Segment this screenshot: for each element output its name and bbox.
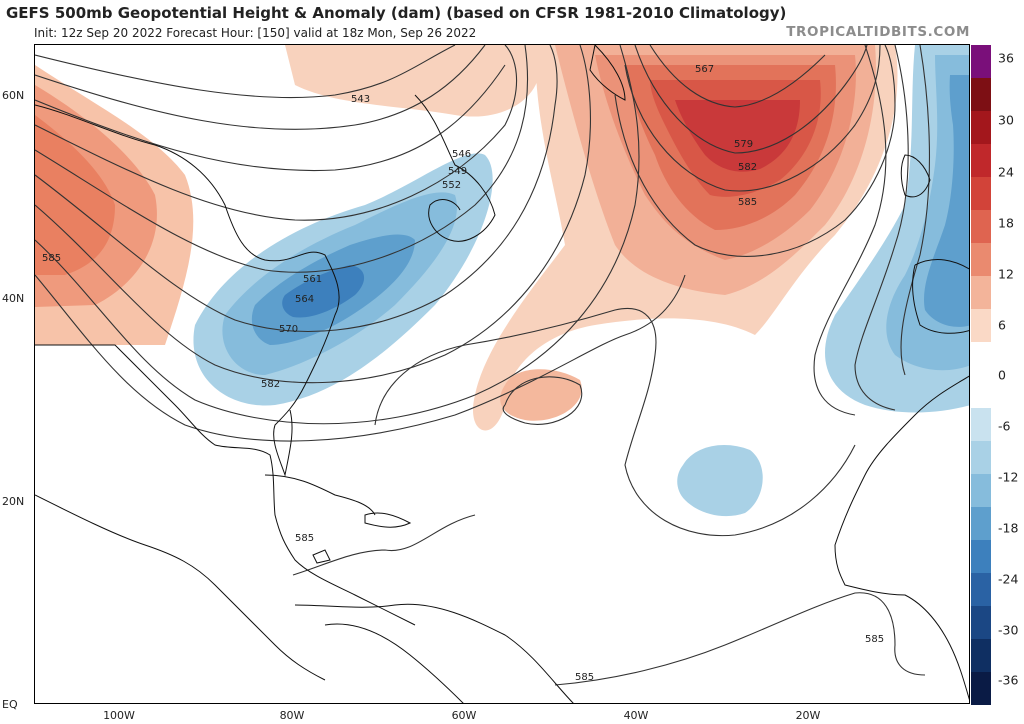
lat-label-60n: 60N [2, 89, 25, 102]
colorbar-segment [971, 507, 991, 540]
contour-label: 561 [303, 274, 322, 285]
contour-label: 585 [865, 634, 884, 645]
lat-label-eq: EQ [2, 698, 18, 711]
colorbar-label: -36 [998, 672, 1019, 688]
colorbar-label: -24 [998, 571, 1019, 587]
colorbar-label: 6 [998, 317, 1006, 333]
colorbar-segment [971, 210, 991, 243]
colorbar-segment [971, 375, 991, 408]
lon-label-20w: 20W [795, 709, 821, 722]
contour-label: 585 [295, 533, 314, 544]
contour-label: 564 [295, 294, 314, 305]
negative-anomaly-shading [193, 45, 969, 517]
contour-label: 567 [695, 64, 714, 75]
map-canvas: 543 546 549 552 561 564 570 582 585 567 … [35, 45, 969, 703]
lon-label-80w: 80W [279, 709, 305, 722]
contour-labels: 543 546 549 552 561 564 570 582 585 567 … [42, 64, 884, 683]
colorbar-segment [971, 177, 991, 210]
colorbar-label: 30 [998, 112, 1014, 128]
colorbar-segment [971, 639, 991, 672]
colorbar-segment [971, 441, 991, 474]
map-title: GEFS 500mb Geopotential Height & Anomaly… [6, 4, 787, 22]
contour-label: 543 [351, 94, 370, 105]
lon-label-100w: 100W [103, 709, 135, 722]
colorbar-segment [971, 408, 991, 441]
lat-label-20n: 20N [2, 495, 25, 508]
contour-label: 585 [575, 672, 594, 683]
lon-label-60w: 60W [451, 709, 477, 722]
colorbar-segment [971, 573, 991, 606]
contour-label: 552 [442, 180, 461, 191]
colorbar-label: -18 [998, 520, 1019, 536]
colorbar-segment [971, 309, 991, 342]
colorbar-segment [971, 144, 991, 177]
contour-label: 585 [738, 197, 757, 208]
colorbar-label: 12 [998, 266, 1014, 282]
colorbar-segment [971, 276, 991, 309]
contour-label: 582 [738, 162, 757, 173]
brand-watermark: TROPICALTIDBITS.COM [786, 24, 970, 40]
contour-label: 579 [734, 139, 753, 150]
height-contours [35, 45, 931, 686]
colorbar-label: 0 [998, 367, 1006, 383]
colorbar-label: -30 [998, 622, 1019, 638]
contour-label: 549 [448, 166, 467, 177]
colorbar-segment [971, 342, 991, 375]
contour-label: 570 [279, 324, 298, 335]
colorbar-label: -6 [998, 418, 1011, 434]
colorbar-segment [971, 78, 991, 111]
map-subtitle: Init: 12z Sep 20 2022 Forecast Hour: [15… [34, 26, 477, 40]
land-outlines [35, 45, 969, 703]
anomaly-colorbar [971, 45, 991, 705]
colorbar-segment [971, 243, 991, 276]
contour-label: 546 [452, 149, 471, 160]
positive-anomaly-shading [35, 45, 898, 431]
colorbar-label: 18 [998, 215, 1014, 231]
colorbar-segment [971, 45, 991, 78]
contour-label: 585 [42, 253, 61, 264]
colorbar-label: -12 [998, 469, 1019, 485]
lon-label-40w: 40W [623, 709, 649, 722]
colorbar-label: 36 [998, 50, 1014, 66]
colorbar-segment [971, 474, 991, 507]
colorbar-label: 24 [998, 164, 1014, 180]
map-panel: 543 546 549 552 561 564 570 582 585 567 … [34, 44, 970, 704]
colorbar-segment [971, 540, 991, 573]
colorbar-segment [971, 111, 991, 144]
colorbar-segment [971, 606, 991, 639]
lat-label-40n: 40N [2, 292, 25, 305]
colorbar-segment [971, 672, 991, 705]
contour-label: 582 [261, 379, 280, 390]
